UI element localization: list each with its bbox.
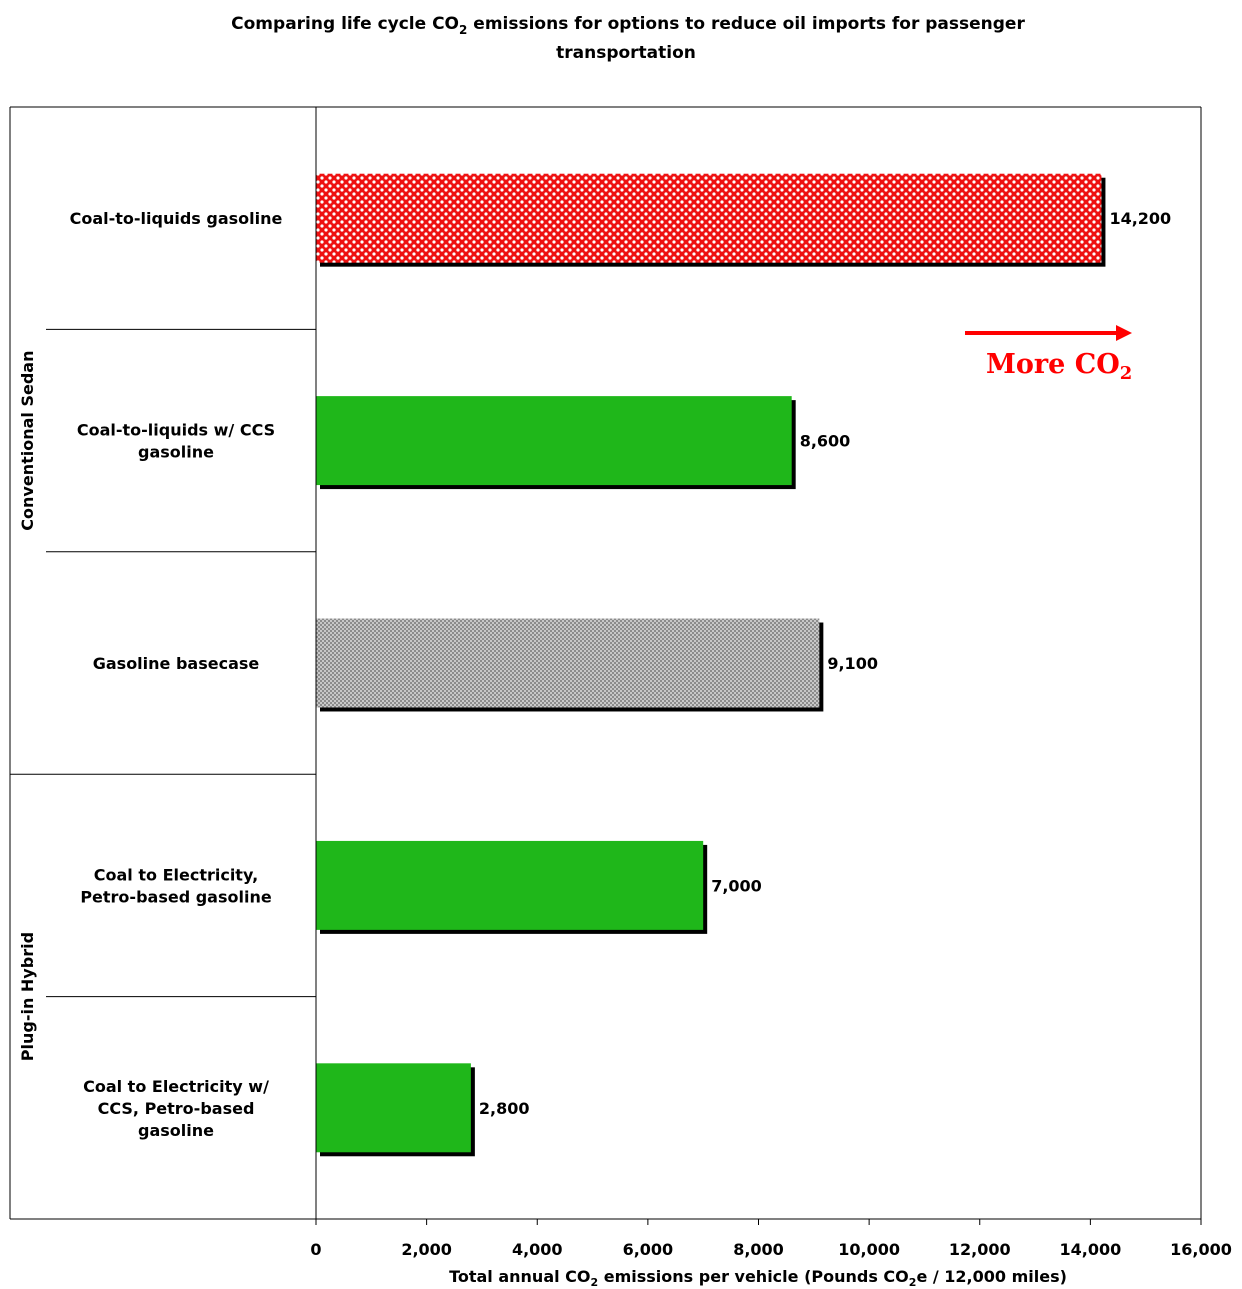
- bar: [316, 840, 704, 930]
- value-labels: 14,200 8,600 9,100 7,000 2,800: [479, 209, 1171, 1118]
- value-label: 8,600: [800, 432, 851, 451]
- x-tick-label: 4,000: [512, 1240, 563, 1259]
- category-label: Coal to Electricity,: [94, 865, 258, 884]
- value-label: 7,000: [711, 876, 762, 895]
- group-labels: Conventional Sedan Plug-in Hybrid: [18, 351, 37, 1062]
- category-label: Coal-to-liquids w/ CCS: [77, 421, 275, 440]
- more-co2-label: More CO2: [986, 349, 1132, 384]
- group-label: Conventional Sedan: [18, 351, 37, 531]
- category-label: Coal-to-liquids gasoline: [70, 209, 283, 228]
- x-tick-label: 12,000: [949, 1240, 1011, 1259]
- value-label: 2,800: [479, 1099, 530, 1118]
- x-tick-label: 6,000: [623, 1240, 674, 1259]
- chart-title-line2: transportation: [556, 43, 696, 63]
- category-label: Gasoline basecase: [93, 654, 260, 673]
- category-dividers: [10, 328, 316, 998]
- category-labels: Coal-to-liquids gasoline Coal-to-liquids …: [70, 209, 283, 1140]
- bar: [316, 173, 1102, 263]
- category-label: gasoline: [138, 443, 214, 462]
- x-tick-label: 0: [310, 1240, 321, 1259]
- value-label: 14,200: [1109, 209, 1171, 228]
- category-label: gasoline: [138, 1121, 214, 1140]
- bar: [316, 1063, 471, 1153]
- x-tick-label: 16,000: [1170, 1240, 1232, 1259]
- category-label: Coal to Electricity w/: [83, 1077, 269, 1096]
- value-label: 9,100: [827, 654, 878, 673]
- chart-title-line1: Comparing life cycle CO2 emissions for o…: [231, 14, 1025, 37]
- bar: [316, 618, 820, 708]
- category-label: CCS, Petro-based: [98, 1099, 255, 1118]
- bars: [316, 173, 1106, 1157]
- x-axis-label: Total annual CO2 emissions per vehicle (…: [449, 1267, 1067, 1289]
- x-tick-label: 8,000: [733, 1240, 784, 1259]
- group-label: Plug-in Hybrid: [18, 932, 37, 1061]
- x-ticks: 0 2,000 4,000 6,000 8,000 10,000 12,000 14,000 1…: [310, 1219, 1232, 1259]
- x-tick-label: 10,000: [838, 1240, 900, 1259]
- x-tick-label: 14,000: [1060, 1240, 1122, 1259]
- more-co2-annotation: More CO2: [965, 325, 1132, 384]
- x-tick-label: 2,000: [401, 1240, 452, 1259]
- bar: [316, 396, 792, 486]
- category-label: Petro-based gasoline: [80, 887, 272, 906]
